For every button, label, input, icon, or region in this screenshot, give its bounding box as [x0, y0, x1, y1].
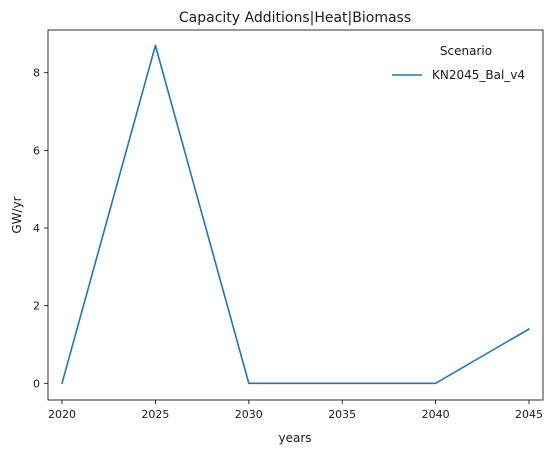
x-axis-label: years	[278, 431, 311, 445]
chart-title: Capacity Additions|Heat|Biomass	[179, 10, 411, 26]
x-tick-label: 2030	[235, 408, 263, 421]
x-tick-label: 2020	[48, 408, 76, 421]
x-tick-label: 2040	[422, 408, 450, 421]
legend: Scenario KN2045_Bal_v4	[392, 44, 525, 82]
x-tick-label: 2035	[328, 408, 356, 421]
data-point	[434, 382, 437, 385]
y-tick-label: 0	[33, 377, 40, 390]
x-tick-label: 2025	[141, 408, 169, 421]
series-line	[61, 44, 530, 385]
y-tick-label: 4	[33, 222, 40, 235]
data-point	[341, 382, 343, 385]
plot-area	[47, 29, 544, 401]
y-axis-ticks: 0 2 4 6 8	[33, 67, 48, 390]
data-point	[61, 382, 63, 385]
data-point	[248, 382, 250, 385]
data-point	[528, 328, 530, 330]
x-tick-label: 2045	[515, 408, 543, 421]
data-point	[154, 44, 157, 47]
legend-title: Scenario	[440, 44, 492, 58]
y-tick-label: 6	[33, 144, 40, 157]
y-tick-label: 2	[33, 300, 40, 313]
y-tick-label: 8	[33, 67, 40, 80]
x-axis-ticks: 2020 2025 2030 2035 2040 2045	[48, 400, 543, 421]
series-layer	[61, 44, 530, 385]
legend-label: KN2045_Bal_v4	[432, 68, 525, 82]
y-axis-label: GW/yr	[10, 196, 24, 233]
